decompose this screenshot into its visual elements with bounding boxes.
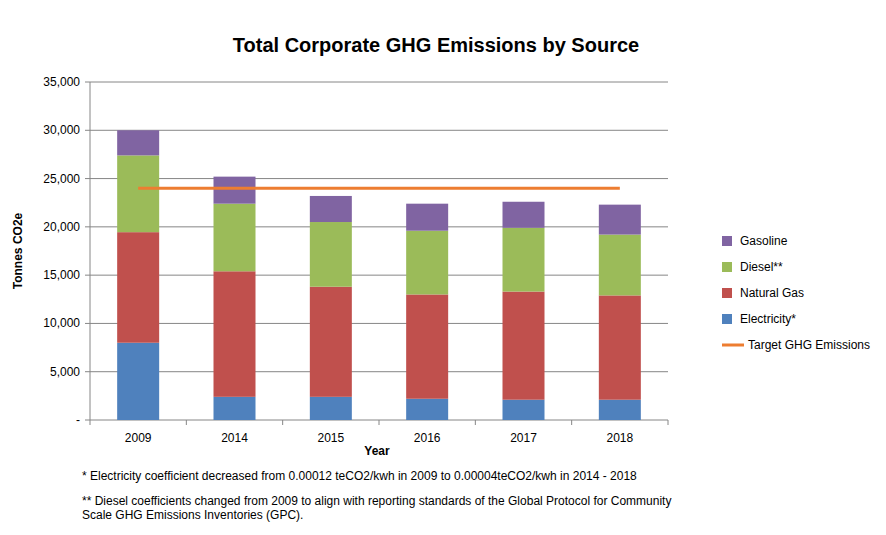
legend-label: Electricity* — [740, 312, 796, 326]
y-axis — [90, 82, 91, 420]
bar-segment — [406, 204, 448, 231]
legend-swatch — [722, 262, 732, 272]
y-tick — [85, 82, 90, 83]
target-line — [138, 187, 620, 190]
x-tick-label: 2009 — [125, 431, 152, 445]
x-tick-label: 2016 — [414, 431, 441, 445]
bar-segment — [310, 196, 352, 222]
legend-label: Diesel** — [740, 260, 783, 274]
category-divider — [379, 420, 380, 425]
chart-title: Total Corporate GHG Emissions by Source — [233, 34, 639, 56]
legend-swatch — [722, 236, 732, 246]
bar-segment — [214, 397, 256, 420]
legend-swatch — [722, 344, 744, 347]
bar-segment — [599, 400, 641, 420]
y-tick-label: 20,000 — [43, 220, 80, 234]
legend-label: Natural Gas — [740, 286, 804, 300]
grid-line — [90, 371, 668, 372]
x-tick-label: 2014 — [221, 431, 248, 445]
legend-label: Gasoline — [740, 234, 788, 248]
legend-swatch — [722, 314, 732, 324]
bar-segment — [214, 271, 256, 397]
category-divider — [282, 420, 283, 425]
bar-segment — [503, 292, 545, 400]
y-axis-label: Tonnes CO2e — [11, 212, 25, 289]
chart-svg: Total Corporate GHG Emissions by Source -… — [0, 0, 886, 535]
grid-line — [90, 178, 668, 179]
y-tick — [85, 420, 90, 421]
footnote: * Electricity coefficient decreased from… — [82, 469, 637, 483]
marks — [117, 130, 641, 420]
x-tick-label: 2018 — [606, 431, 633, 445]
x-tick-label: 2015 — [317, 431, 344, 445]
bar-segment — [117, 232, 159, 343]
bar-segment — [599, 235, 641, 296]
y-tick — [85, 275, 90, 276]
grid-line — [90, 130, 668, 131]
y-tick-label: 35,000 — [43, 75, 80, 89]
y-tick-label: 5,000 — [50, 365, 80, 379]
bar-segment — [214, 177, 256, 204]
bar-segment — [214, 204, 256, 272]
bar-segment — [406, 231, 448, 295]
bar-segment — [406, 294, 448, 398]
x-tick-label: 2017 — [510, 431, 537, 445]
footnote: Scale GHG Emissions Inventories (GPC). — [82, 508, 303, 522]
bar-segment — [599, 205, 641, 235]
category-divider — [90, 420, 91, 425]
x-axis-label: Year — [364, 444, 390, 458]
grid-line — [90, 323, 668, 324]
bar-segment — [310, 287, 352, 397]
category-divider — [571, 420, 572, 425]
y-tick-label: - — [76, 413, 80, 427]
y-tick — [85, 371, 90, 372]
y-tick-label: 10,000 — [43, 316, 80, 330]
footnote: ** Diesel coefficients changed from 2009… — [82, 494, 671, 508]
y-tick — [85, 323, 90, 324]
bar-segment — [310, 397, 352, 420]
y-tick — [85, 178, 90, 179]
y-tick-label: 25,000 — [43, 172, 80, 186]
grid-line — [90, 275, 668, 276]
bar-segment — [117, 343, 159, 420]
legend-label: Target GHG Emissions — [748, 338, 870, 352]
bar-segment — [599, 295, 641, 399]
bar-segment — [310, 222, 352, 287]
bar-segment — [503, 400, 545, 420]
grid-line — [90, 82, 668, 83]
category-divider — [475, 420, 476, 425]
bar-segment — [117, 130, 159, 155]
bar-segment — [503, 202, 545, 228]
category-divider — [668, 420, 669, 425]
category-divider — [186, 420, 187, 425]
grid-line — [90, 226, 668, 227]
y-tick-label: 15,000 — [43, 268, 80, 282]
y-tick-label: 30,000 — [43, 123, 80, 137]
bar-segment — [117, 155, 159, 232]
y-tick — [85, 130, 90, 131]
bar-segment — [406, 399, 448, 420]
chart-container: Total Corporate GHG Emissions by Source -… — [0, 0, 886, 535]
legend-swatch — [722, 288, 732, 298]
bar-segment — [503, 228, 545, 292]
y-tick — [85, 226, 90, 227]
